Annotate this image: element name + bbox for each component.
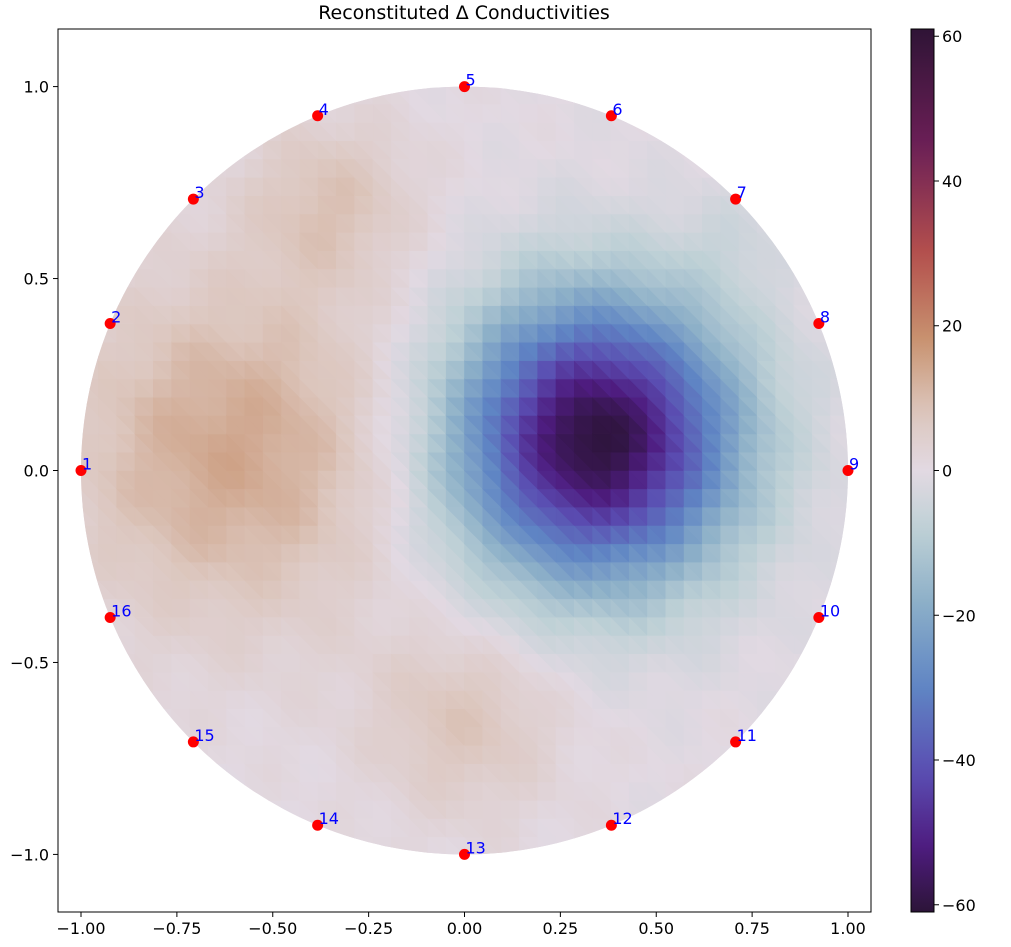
electrode-marker xyxy=(813,612,825,624)
colorbar-tick-label: −60 xyxy=(942,896,976,915)
electrode-label: 6 xyxy=(612,100,622,119)
electrode-label: 2 xyxy=(111,307,121,326)
electrode-label: 4 xyxy=(319,100,329,119)
electrode-label: 9 xyxy=(849,455,859,474)
y-tick-label: 0.5 xyxy=(24,270,49,289)
x-tick-label: 1.00 xyxy=(830,919,866,938)
electrode-marker xyxy=(730,193,742,205)
electrode-label: 11 xyxy=(737,726,757,745)
electrode-label: 12 xyxy=(612,809,632,828)
y-tick-label: 1.0 xyxy=(24,78,49,97)
x-tick-label: −0.75 xyxy=(152,919,201,938)
electrode-label: 14 xyxy=(319,809,339,828)
electrode-marker xyxy=(75,465,87,476)
electrode-marker xyxy=(312,819,324,831)
electrode-marker xyxy=(104,317,116,329)
electrode-marker xyxy=(459,848,470,860)
electrode-label: 13 xyxy=(466,838,486,857)
electrode-label: 1 xyxy=(82,455,92,474)
electrode-marker xyxy=(187,736,199,748)
colorbar-tick-label: 20 xyxy=(942,317,962,336)
y-tick-label: −0.5 xyxy=(10,653,49,672)
electrode-marker xyxy=(605,819,617,831)
colorbar: 60 40 20 0 −20 −40 −60 xyxy=(910,27,976,915)
x-tick-label: −0.50 xyxy=(248,919,297,938)
electrode-label: 15 xyxy=(194,726,214,745)
y-tick-label: −1.0 xyxy=(10,845,49,864)
electrode-marker xyxy=(312,110,324,122)
electrode-marker xyxy=(459,81,470,93)
electrode-marker xyxy=(104,612,116,624)
colorbar-gradient xyxy=(910,28,935,913)
electrode-marker xyxy=(730,736,742,748)
electrode-label: 8 xyxy=(820,307,830,326)
plot-area: −1.00 −0.75 −0.50 −0.25 0.00 0.25 0.50 0.75 1.00… xyxy=(10,28,872,938)
x-tick-label: 0.50 xyxy=(638,919,674,938)
electrode-label: 5 xyxy=(466,71,476,90)
electrode-label: 16 xyxy=(111,602,131,621)
electrode-marker xyxy=(842,465,854,476)
x-tick-label: 0.25 xyxy=(543,919,579,938)
chart-title: Reconstituted Δ Conductivities xyxy=(318,2,610,24)
colorbar-tick-label: 40 xyxy=(942,172,962,191)
x-tick-label: −0.25 xyxy=(344,919,393,938)
electrode-marker xyxy=(813,317,825,329)
electrode-marker xyxy=(187,193,199,205)
electrode-label: 10 xyxy=(820,602,840,621)
x-tick-label: 0.00 xyxy=(447,919,483,938)
electrode-label: 3 xyxy=(194,183,204,202)
electrode-marker xyxy=(605,110,617,122)
electrode-label: 7 xyxy=(737,183,747,202)
colorbar-tick-label: −40 xyxy=(942,751,976,770)
x-tick-label: −1.00 xyxy=(56,919,105,938)
colorbar-tick-label: 0 xyxy=(942,462,952,481)
y-tick-label: 0.0 xyxy=(24,462,49,481)
x-tick-label: 0.75 xyxy=(734,919,770,938)
colorbar-tick-label: −20 xyxy=(942,606,976,625)
colorbar-tick-label: 60 xyxy=(942,27,962,46)
